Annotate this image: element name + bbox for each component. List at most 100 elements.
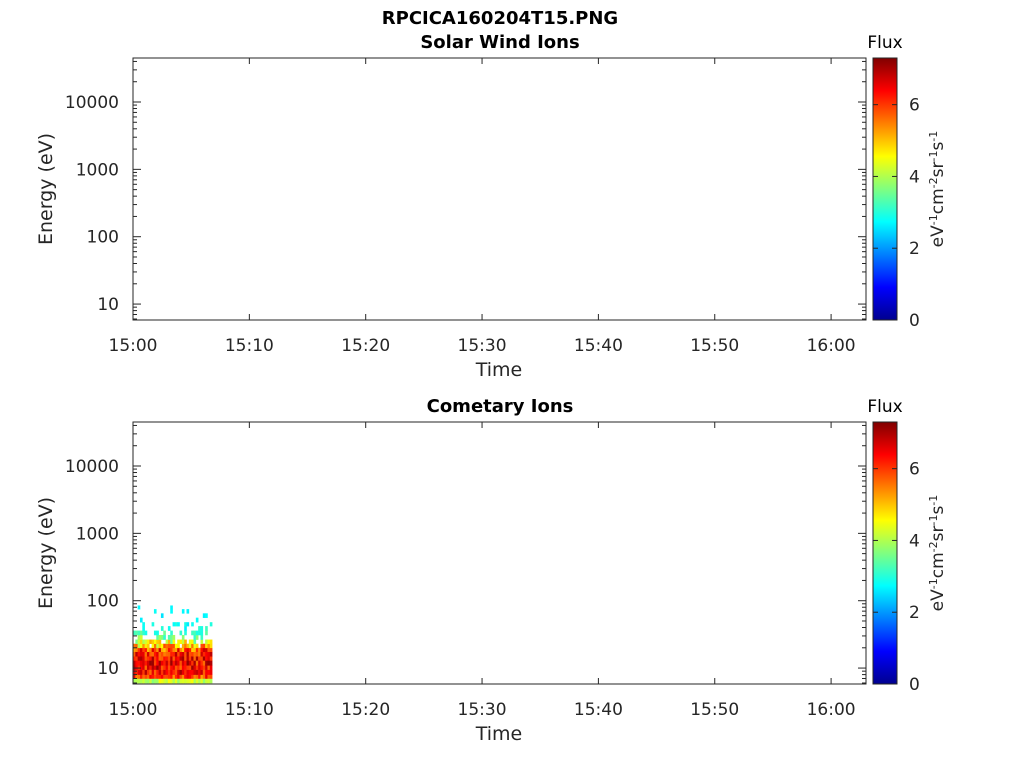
heatmap-cell — [188, 665, 192, 670]
heatmap-cell — [186, 643, 190, 649]
heatmap-cell — [186, 647, 190, 652]
panel-title-solar-wind: Solar Wind Ions — [420, 32, 579, 53]
heatmap-cell — [181, 634, 185, 640]
heatmap-cell — [151, 674, 155, 679]
heatmap-cell — [137, 639, 141, 644]
heatmap-cell — [174, 622, 178, 627]
heatmap-cell — [163, 674, 166, 679]
heatmap-cell — [167, 643, 171, 649]
heatmap-cell — [195, 647, 199, 652]
heatmap-cell — [160, 651, 164, 657]
plot-area-cometary — [133, 422, 866, 684]
heatmap-cell — [184, 669, 187, 675]
heatmap-cell — [163, 656, 166, 661]
heatmap-cell — [139, 656, 143, 661]
heatmap-cell — [172, 674, 176, 679]
heatmap-cell — [163, 647, 166, 652]
heatmap-cell — [191, 669, 194, 675]
heatmap-cell — [163, 634, 166, 640]
heatmap-cell — [158, 665, 162, 670]
heatmap-cell — [146, 669, 150, 675]
heatmap-cell — [177, 643, 180, 649]
heatmap-cell — [174, 651, 178, 657]
heatmap-cell — [167, 660, 171, 666]
x-tick-label: 15:00 — [109, 336, 158, 356]
heatmap-cell — [188, 639, 192, 644]
colorbar-title-cometary: Flux — [867, 397, 902, 417]
heatmap-cell — [153, 656, 157, 661]
colorbar-cometary: Flux eV-1cm-2sr-1s-1 0 2 4 6 — [867, 397, 948, 695]
y-tick-label: 1000 — [76, 524, 119, 544]
heatmap-cell — [205, 651, 208, 657]
heatmap-cell — [209, 665, 213, 670]
heatmap-cell — [202, 643, 206, 649]
heatmap-cell — [158, 660, 162, 666]
heatmap-cell — [209, 639, 213, 644]
heatmap-cell — [174, 674, 178, 679]
heatmap-cell — [156, 665, 159, 670]
heatmap-cell — [195, 634, 199, 640]
heatmap-cell — [172, 678, 176, 684]
heatmap-cell — [202, 647, 206, 652]
heatmap-cell — [205, 613, 208, 618]
y-tick-label: 10 — [97, 659, 119, 679]
heatmap-cell — [133, 678, 136, 684]
heatmap-cell — [149, 647, 152, 652]
heatmap-cell — [191, 643, 194, 649]
heatmap-cell — [142, 622, 145, 627]
x-tick-label: 15:30 — [458, 700, 507, 720]
x-tick-label: 15:50 — [690, 336, 739, 356]
heatmap-cell — [142, 660, 145, 666]
heatmap-cell — [174, 656, 178, 661]
heatmap-cell — [198, 674, 201, 679]
heatmap-cell — [191, 639, 194, 644]
heatmap-cell — [207, 669, 211, 675]
heatmap-cell — [174, 678, 178, 684]
heatmap-cell — [172, 622, 176, 627]
plot-frame — [132, 421, 867, 685]
heatmap-cell — [158, 634, 162, 640]
heatmap-cell — [133, 647, 136, 652]
heatmap-cell — [167, 665, 171, 670]
heatmap-cell — [158, 643, 162, 649]
heatmap-cell — [181, 669, 185, 675]
colorbar-tick-label: 2 — [909, 603, 920, 623]
heatmap-cell — [156, 630, 159, 636]
heatmap-cell — [149, 639, 152, 644]
heatmap-cell — [139, 674, 143, 679]
heatmap-cell — [184, 639, 187, 644]
heatmap-cell — [200, 674, 204, 679]
heatmap-cell — [160, 656, 164, 661]
heatmap-cell — [137, 647, 141, 652]
heatmap-cell — [181, 665, 185, 670]
heatmap-cell — [202, 665, 206, 670]
y-tick-label: 100 — [87, 592, 119, 612]
heatmap-cell — [142, 651, 145, 657]
heatmap-cell — [137, 674, 141, 679]
heatmap-cell — [158, 647, 162, 652]
colorbar-tick-label: 6 — [909, 96, 920, 116]
heatmap-cell — [146, 651, 150, 657]
heatmap-cell — [153, 665, 157, 670]
colorbar-unit-label-solar-wind: eV-1cm-2sr-1s-1 — [927, 131, 949, 248]
heatmap-cells-cometary — [133, 605, 213, 684]
heatmap-cell — [205, 639, 208, 644]
heatmap-cell — [149, 656, 152, 661]
heatmap-cell — [146, 678, 150, 684]
heatmap-cell — [200, 678, 204, 684]
heatmap-cell — [181, 639, 185, 644]
heatmap-cell — [151, 669, 155, 675]
heatmap-cell — [133, 674, 136, 679]
heatmap-cell — [188, 643, 192, 649]
heatmap-cell — [202, 660, 206, 666]
heatmap-cell — [174, 665, 178, 670]
heatmap-cell — [172, 634, 176, 640]
heatmap-cell — [172, 651, 176, 657]
heatmap-cell — [184, 626, 187, 631]
heatmap-cell — [179, 674, 183, 679]
heatmap-cell — [193, 678, 197, 684]
colorbar-unit-label-cometary: eV-1cm-2sr-1s-1 — [927, 495, 949, 612]
heatmap-cell — [209, 656, 213, 661]
heatmap-cell — [156, 643, 159, 649]
heatmap-cell — [163, 678, 166, 684]
